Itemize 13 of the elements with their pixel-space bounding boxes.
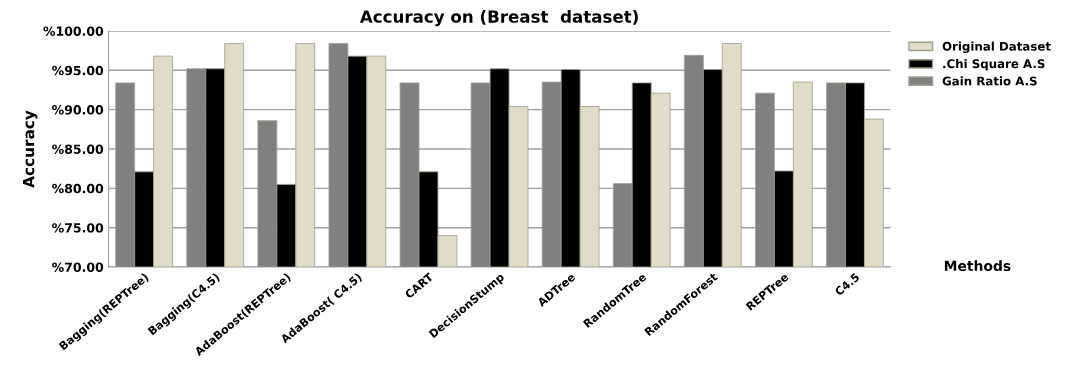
y-tick-label: %85.00: [52, 144, 104, 154]
y-tick-label: %80.00: [52, 183, 104, 194]
chart-title: Accuracy on (Breast dataset): [359, 9, 638, 27]
y-tick-label: %100.00: [43, 26, 104, 36]
legend-label: Gain Ratio A.S: [942, 76, 1037, 86]
y-axis-title: Accuracy: [22, 110, 38, 188]
y-tick-label: %75.00: [52, 223, 104, 233]
legend-label: .Chi Square A.S: [943, 59, 1045, 71]
y-tick-label: %95.00: [52, 65, 104, 76]
y-tick-label: %70.00: [52, 262, 104, 272]
legend-label: Original Dataset: [942, 41, 1051, 54]
y-tick-label: %90.00: [52, 105, 104, 115]
x-axis-title: Methods: [944, 260, 1011, 272]
